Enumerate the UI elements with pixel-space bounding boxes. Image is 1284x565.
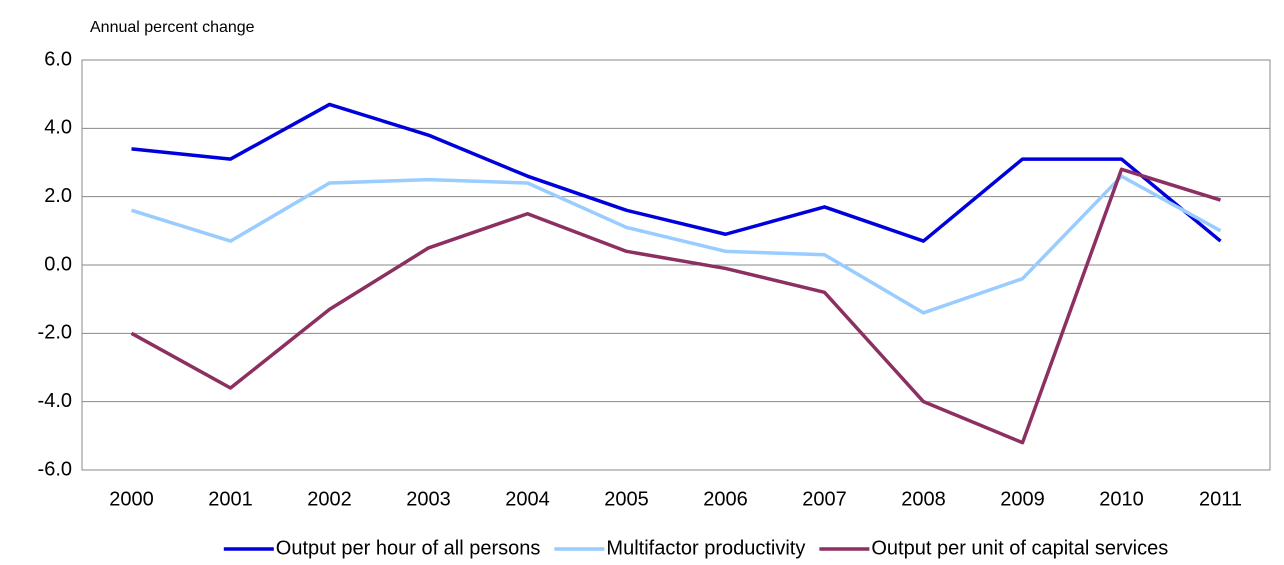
- y-tick-label: 0.0: [44, 253, 72, 275]
- x-tick-label: 2006: [703, 488, 748, 510]
- y-tick-label: -2.0: [38, 322, 72, 344]
- x-tick-label: 2003: [406, 488, 451, 510]
- data-line: [130, 167, 1222, 445]
- x-tick-label: 2005: [604, 488, 649, 510]
- legend-label: Output per hour of all persons: [276, 537, 541, 559]
- y-tick-label: 2.0: [44, 185, 72, 207]
- x-tick-label: 2007: [802, 488, 847, 510]
- y-tick-label: -4.0: [38, 390, 72, 412]
- x-tick-label: 2008: [901, 488, 946, 510]
- y-tick-label: 4.0: [44, 117, 72, 139]
- x-tick-label: 2010: [1099, 488, 1144, 510]
- legend-label: Multifactor productivity: [606, 537, 805, 559]
- x-tick-label: 2000: [109, 488, 154, 510]
- legend-label: Output per unit of capital services: [871, 537, 1168, 559]
- data-line: [130, 174, 1222, 315]
- x-tick-label: 2009: [1000, 488, 1045, 510]
- data-line: [131, 102, 1222, 243]
- y-tick-label: -6.0: [38, 458, 72, 480]
- x-tick-label: 2002: [307, 488, 352, 510]
- y-tick-label: 6.0: [44, 48, 72, 70]
- x-tick-label: 2001: [208, 488, 253, 510]
- x-tick-label: 2004: [505, 488, 550, 510]
- x-tick-label: 2011: [1199, 488, 1242, 510]
- y-axis-label: Annual percent change: [90, 19, 255, 36]
